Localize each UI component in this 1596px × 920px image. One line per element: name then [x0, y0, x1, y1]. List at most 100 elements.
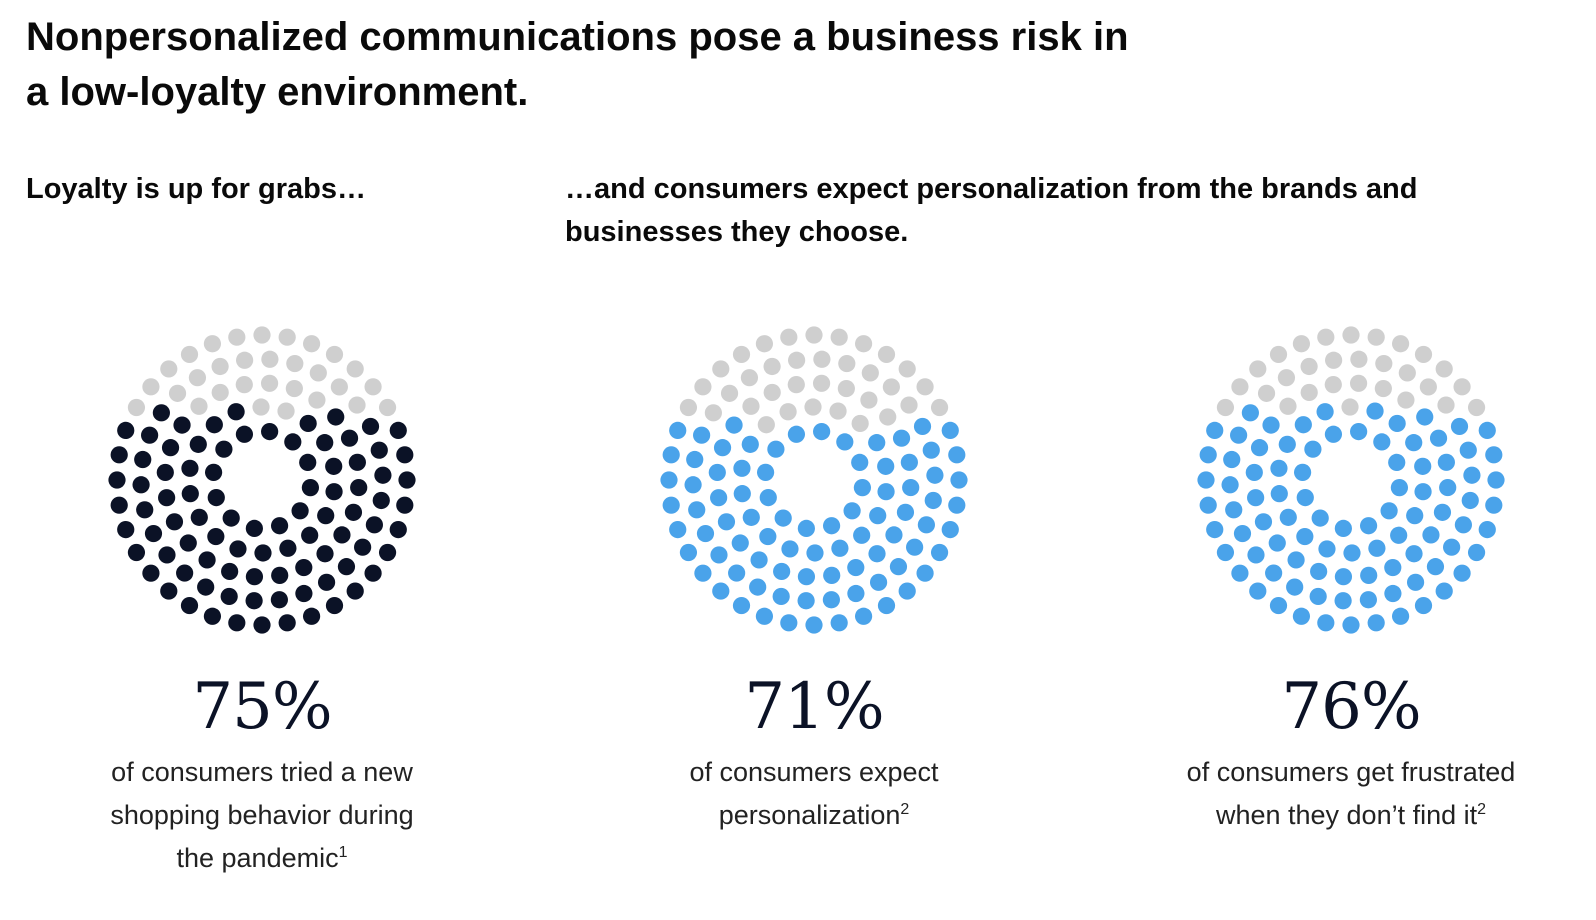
dot-empty: [1375, 354, 1393, 373]
dot-filled: [1265, 564, 1283, 582]
dot-filled: [877, 483, 895, 501]
dot-empty: [1453, 378, 1471, 396]
dot-empty: [1437, 396, 1455, 414]
dot-empty: [900, 396, 918, 414]
dot-filled: [198, 551, 216, 569]
stat-value-1: 75%: [192, 670, 332, 744]
dot-empty: [916, 378, 934, 396]
dot-filled: [853, 526, 871, 544]
dot-empty: [740, 369, 759, 387]
dot-filled: [299, 453, 317, 472]
subtitle-right-line-2: businesses they choose.: [565, 216, 909, 248]
dot-filled: [877, 457, 895, 475]
dot-filled: [710, 546, 728, 564]
page-title: Nonpersonalized communications pose a bu…: [26, 10, 1326, 120]
dot-filled: [1450, 417, 1469, 436]
dot-filled: [284, 433, 302, 451]
dot-filled: [110, 496, 128, 514]
stat-panel-2: 71% of consumers expect personalization2: [604, 325, 1024, 895]
dot-filled: [922, 441, 940, 459]
dot-filled: [662, 446, 680, 464]
dot-filled: [365, 516, 383, 534]
dot-filled: [710, 489, 728, 507]
dot-filled: [1360, 566, 1378, 584]
dot-filled: [327, 408, 345, 426]
caption-line: shopping behavior during: [110, 800, 414, 830]
dot-empty: [309, 364, 327, 382]
dot-filled: [110, 446, 128, 464]
dot-filled: [941, 520, 959, 539]
dot-filled: [772, 587, 790, 606]
dot-empty: [763, 357, 781, 376]
dot-filled: [1231, 564, 1249, 582]
dot-filled: [1278, 435, 1296, 453]
dot-filled: [749, 578, 767, 596]
dot-filled: [181, 485, 199, 503]
dot-filled: [712, 582, 730, 600]
dot-empty: [1414, 345, 1433, 364]
dot-filled: [1478, 421, 1496, 440]
dot-filled: [302, 607, 321, 625]
dot-filled: [1461, 491, 1479, 510]
dot-filled: [731, 534, 749, 552]
dot-filled: [902, 478, 920, 497]
dot-filled: [1334, 592, 1352, 610]
dot-filled: [337, 558, 356, 576]
dot-filled: [1366, 402, 1384, 420]
dot-empty: [1269, 345, 1288, 364]
dot-filled: [1391, 607, 1410, 625]
dot-empty: [861, 364, 879, 382]
dot-filled: [787, 425, 806, 443]
dot-empty: [877, 345, 896, 364]
dot-empty: [851, 414, 869, 433]
dot-empty: [1300, 357, 1318, 376]
dot-filled: [662, 496, 680, 514]
dot-filled: [717, 513, 736, 531]
dot-filled: [141, 426, 159, 444]
dot-filled: [1316, 403, 1334, 421]
dot-filled: [1443, 538, 1461, 556]
dot-empty: [235, 376, 253, 394]
dot-filled: [853, 479, 871, 497]
dot-filled: [759, 488, 777, 507]
dot-filled: [733, 485, 751, 503]
dot-empty: [930, 398, 949, 417]
dot-empty: [1374, 379, 1392, 398]
dot-empty: [1350, 350, 1368, 368]
dot-filled: [301, 526, 319, 544]
dot-filled: [1405, 545, 1423, 563]
dot-filled: [245, 592, 263, 610]
dot-empty: [1397, 391, 1415, 409]
dot-filled: [686, 450, 704, 469]
dot-filled: [1310, 562, 1328, 581]
dot-filled: [1279, 508, 1297, 526]
dot-filled: [1435, 582, 1453, 600]
dot-filled: [317, 507, 335, 525]
dot-filled: [1390, 526, 1408, 544]
dot-filled: [1414, 596, 1433, 615]
dot-filled: [916, 564, 934, 582]
dot-filled: [725, 416, 743, 434]
dot-empty: [830, 328, 848, 346]
dot-filled: [1199, 496, 1217, 514]
dot-filled: [254, 544, 272, 562]
dot-empty: [1325, 351, 1343, 369]
dot-filled: [1367, 614, 1385, 632]
dot-filled: [221, 562, 239, 581]
dot-filled: [132, 476, 150, 494]
dot-empty: [763, 383, 781, 402]
dot-filled: [941, 421, 959, 440]
dot-filled: [813, 423, 831, 441]
dot-filled: [207, 527, 225, 546]
dot-filled: [1199, 446, 1217, 464]
dot-filled: [669, 520, 687, 539]
dot-filled: [364, 564, 382, 582]
dot-empty: [253, 326, 271, 344]
stat-panel-3: 76% of consumers get frustrated when the…: [1141, 325, 1561, 895]
dot-filled: [694, 564, 712, 582]
dot-filled: [245, 519, 263, 537]
dot-filled: [180, 596, 199, 615]
dot-filled: [396, 496, 414, 514]
dot-empty: [346, 360, 364, 378]
dot-empty: [829, 402, 847, 420]
